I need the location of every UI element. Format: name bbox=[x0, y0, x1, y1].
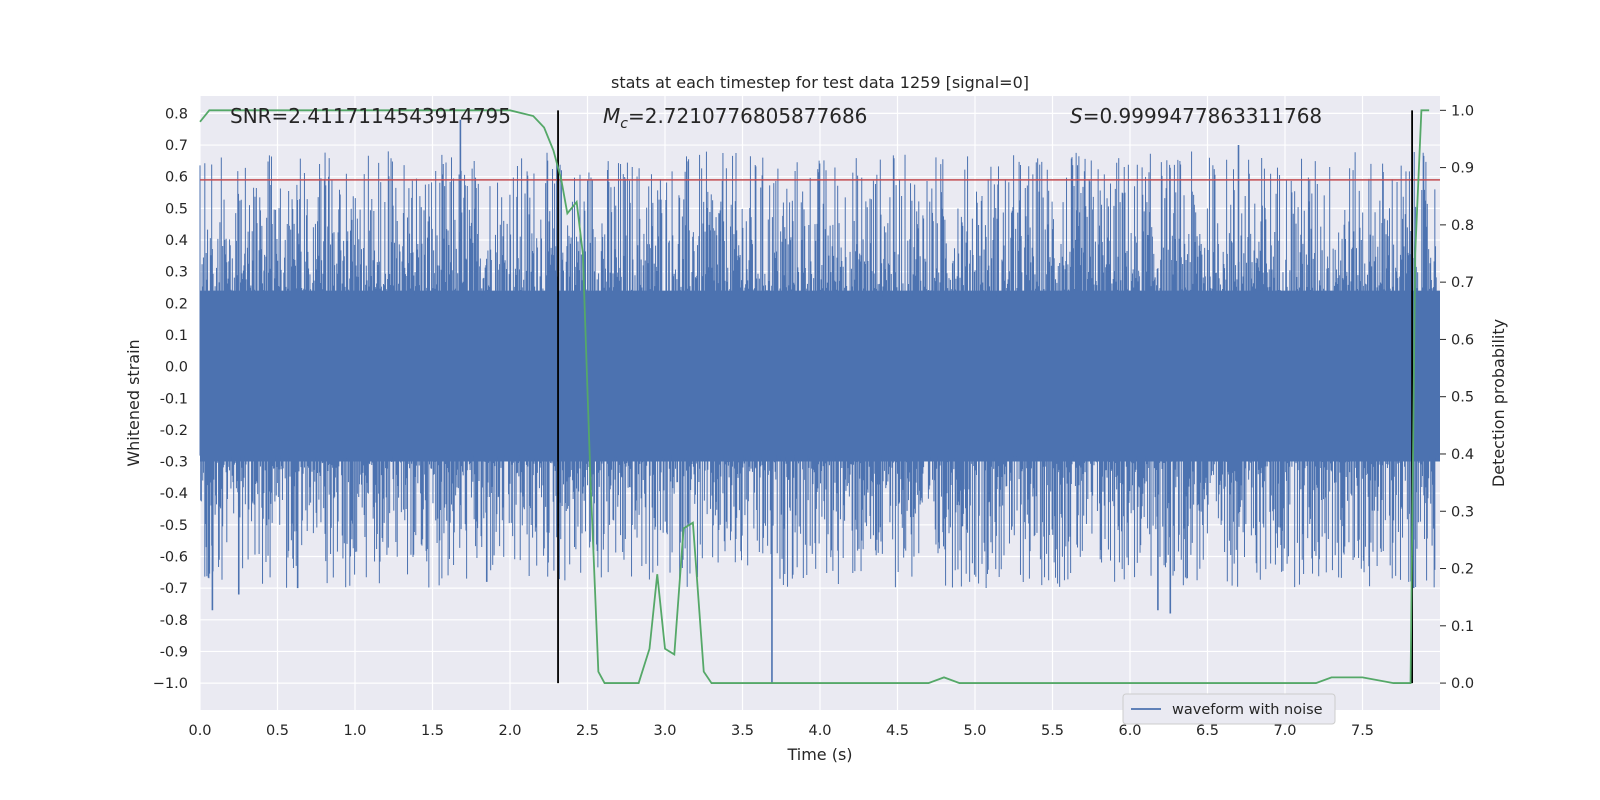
y2-tick-label: 0.4 bbox=[1451, 447, 1474, 463]
x-tick-label: 0.5 bbox=[266, 723, 289, 739]
waveform-series bbox=[199, 119, 1440, 684]
y2-tick-label: 0.0 bbox=[1451, 676, 1474, 692]
detection-probability-line bbox=[199, 109, 1430, 684]
x-tick-label: 6.0 bbox=[1118, 723, 1141, 739]
y2-tick-label: 0.6 bbox=[1451, 332, 1474, 348]
score-value: =0.9999477863311768 bbox=[1083, 104, 1322, 128]
y2-axis-title: Detection probability bbox=[1489, 319, 1508, 487]
y-tick-label: 0.2 bbox=[165, 296, 188, 312]
y-tick-label: 0.1 bbox=[165, 328, 188, 344]
y-tick-label: -0.3 bbox=[160, 455, 188, 471]
legend-box bbox=[1122, 693, 1336, 725]
x-tick-label: 6.5 bbox=[1196, 723, 1219, 739]
x-tick-label: 3.0 bbox=[653, 723, 676, 739]
chirp-mass-value: =2.7210776805877686 bbox=[628, 104, 867, 128]
y2-tick-label: 0.3 bbox=[1451, 504, 1474, 520]
legend-label: waveform with noise bbox=[1172, 702, 1323, 718]
x-tick-label: 4.0 bbox=[808, 723, 831, 739]
x-tick-label: 3.5 bbox=[731, 723, 754, 739]
x-tick-label: 4.5 bbox=[886, 723, 909, 739]
y-tick-label: 0.8 bbox=[165, 106, 188, 122]
x-axis: 0.0 0.5 1.0 1.5 2.0 2.5 3.0 3.5 4.0 4.5 5.0 5.5 6.0 6… bbox=[188, 723, 1374, 739]
y-tick-label: 0.0 bbox=[165, 360, 188, 376]
score-symbol: S bbox=[1070, 104, 1083, 128]
y-axis-title: Whitened strain bbox=[124, 339, 143, 466]
x-tick-label: 5.5 bbox=[1041, 723, 1064, 739]
y-axis-left: 0.8 0.7 0.6 0.5 0.4 0.3 0.2 0.1 0.0 -0.1 -0.2 -0.3 -… bbox=[153, 106, 188, 692]
chirp-mass-symbol: M bbox=[603, 104, 620, 128]
y-tick-label: −1.0 bbox=[153, 676, 188, 692]
legend: waveform with noise bbox=[1122, 693, 1336, 725]
x-tick-label: 5.0 bbox=[963, 723, 986, 739]
y-tick-label: 0.4 bbox=[165, 233, 188, 249]
y-tick-label: 0.5 bbox=[165, 201, 188, 217]
snr-annotation: SNR=2.4117114543914795 bbox=[230, 104, 511, 128]
y-tick-label: -0.5 bbox=[160, 518, 188, 534]
y-tick-label: -0.6 bbox=[160, 550, 188, 566]
y2-tick-label: 0.5 bbox=[1451, 390, 1474, 406]
y2-tick-label: 0.2 bbox=[1451, 562, 1474, 578]
y-axis-right: 1.0 0.9 0.8 0.7 0.6 0.5 0.4 0.3 0.2 0.1 0.0 bbox=[1440, 103, 1474, 692]
x-axis-title: Time (s) bbox=[786, 745, 852, 764]
waveform-trace bbox=[199, 151, 1437, 588]
x-tick-label: 1.5 bbox=[421, 723, 444, 739]
y-tick-label: 0.7 bbox=[165, 138, 188, 154]
detection-probability-series bbox=[199, 109, 1430, 684]
score-annotation: S=0.9999477863311768 bbox=[1070, 104, 1322, 128]
y-tick-label: -0.9 bbox=[160, 644, 188, 660]
chirp-mass-subscript: c bbox=[620, 116, 628, 132]
y-tick-label: 0.6 bbox=[165, 170, 188, 186]
y-tick-label: -0.2 bbox=[160, 423, 188, 439]
x-tick-label: 0.0 bbox=[188, 723, 211, 739]
x-tick-label: 7.0 bbox=[1273, 723, 1296, 739]
y2-tick-label: 1.0 bbox=[1451, 103, 1474, 119]
x-tick-label: 1.0 bbox=[343, 723, 366, 739]
y-tick-label: 0.3 bbox=[165, 265, 188, 281]
y-tick-label: -0.8 bbox=[160, 613, 188, 629]
y-tick-label: -0.4 bbox=[160, 486, 188, 502]
chart-title: stats at each timestep for test data 125… bbox=[611, 73, 1029, 92]
y2-tick-label: 0.8 bbox=[1451, 218, 1474, 234]
y2-tick-label: 0.7 bbox=[1451, 275, 1474, 291]
y2-tick-label: 0.9 bbox=[1451, 161, 1474, 177]
x-tick-label: 2.0 bbox=[498, 723, 521, 739]
x-tick-label: 2.5 bbox=[576, 723, 599, 739]
y-tick-label: -0.7 bbox=[160, 581, 188, 597]
y-tick-label: -0.1 bbox=[160, 391, 188, 407]
chirp-mass-annotation: Mc=2.7210776805877686 bbox=[603, 104, 867, 132]
x-tick-label: 7.5 bbox=[1351, 723, 1374, 739]
y2-tick-label: 0.1 bbox=[1451, 619, 1474, 635]
